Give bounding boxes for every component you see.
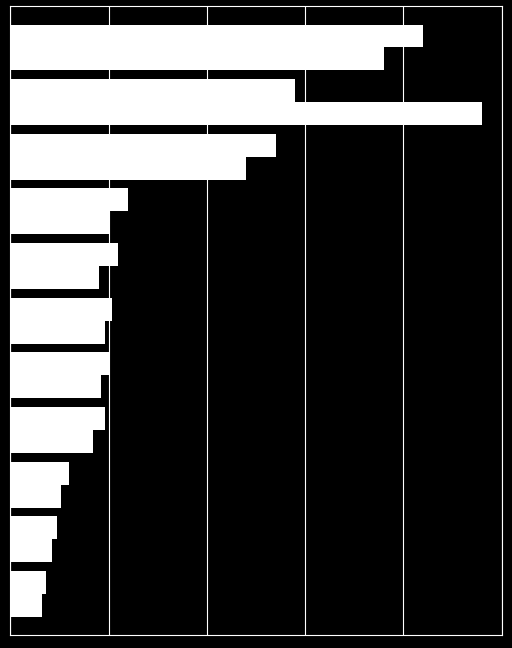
Bar	[10, 25, 423, 47]
Bar	[10, 375, 101, 399]
Bar	[10, 321, 104, 343]
Bar	[10, 102, 482, 125]
Bar	[10, 79, 295, 102]
Bar	[10, 353, 109, 375]
Bar	[10, 243, 118, 266]
Bar	[10, 47, 384, 71]
Bar	[10, 134, 275, 157]
Bar	[10, 539, 52, 562]
Bar	[10, 157, 246, 179]
Bar	[10, 430, 93, 453]
Bar	[10, 516, 57, 539]
Bar	[10, 211, 109, 235]
Bar	[10, 462, 69, 485]
Bar	[10, 594, 41, 617]
Bar	[10, 189, 128, 211]
Bar	[10, 571, 46, 594]
Bar	[10, 298, 113, 321]
Bar	[10, 266, 99, 289]
Bar	[10, 485, 61, 507]
Bar	[10, 407, 104, 430]
